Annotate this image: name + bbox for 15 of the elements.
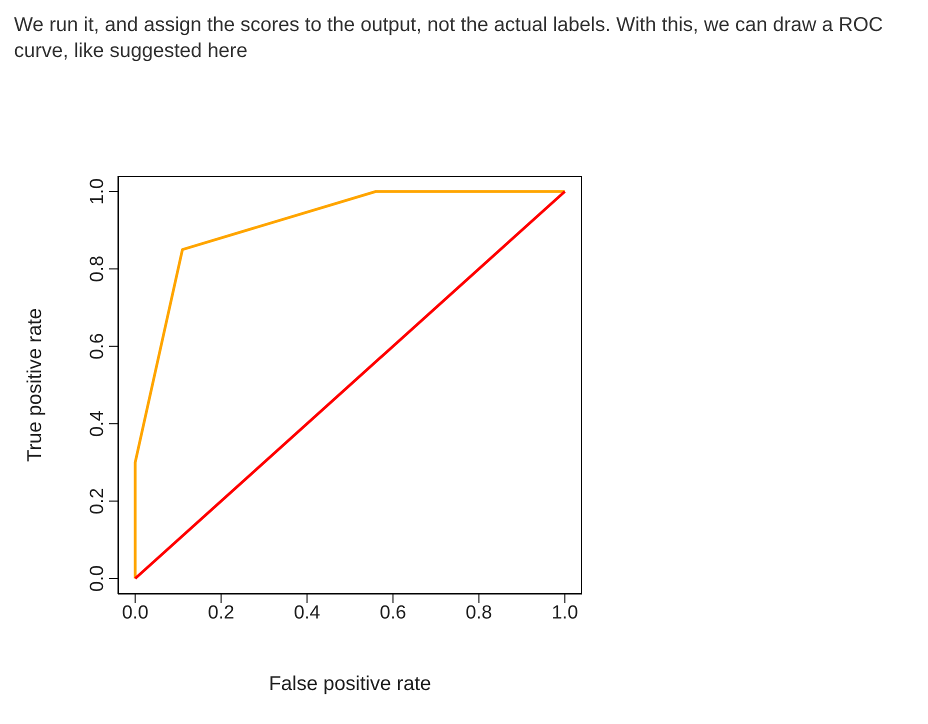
x-tick-label: 0.6: [380, 602, 406, 624]
x-axis-title: False positive rate: [268, 673, 432, 695]
x-tick-label: 1.0: [552, 602, 578, 624]
y-tick-label: 0.6: [87, 333, 108, 360]
y-tick-label: 0.0: [87, 565, 108, 592]
y-tick-label: 0.4: [87, 410, 108, 437]
y-tick-label: 0.8: [87, 256, 108, 282]
x-tick-label: 0.8: [466, 602, 492, 624]
text: We run it, and assign the scores to the output, not the actual labels. With this, we can draw a ROC curve, like suggested here: [14, 13, 884, 64]
x-tick-label: 0.4: [294, 602, 321, 624]
x-tick-label: 0.2: [208, 602, 234, 624]
y-axis-title: True positive rate: [24, 308, 46, 462]
x-tick-label: 0.0: [122, 602, 148, 624]
y-tick-label: 1.0: [87, 178, 108, 205]
y-tick-label: 0.2: [87, 488, 108, 514]
